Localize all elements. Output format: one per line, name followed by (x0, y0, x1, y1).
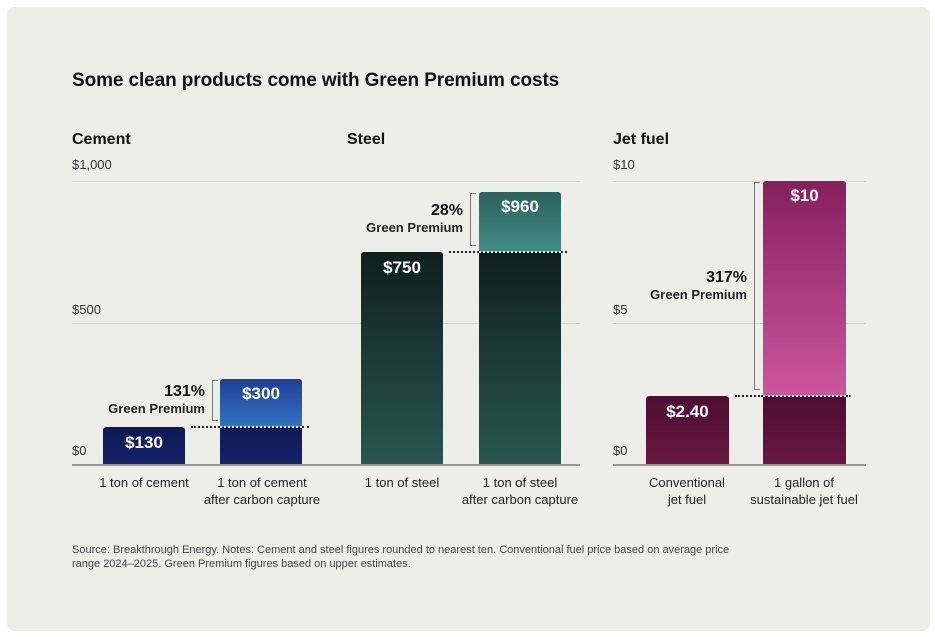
reference-line (763, 395, 846, 398)
category-label: 1 ton of steel after carbon capture (445, 474, 595, 508)
premium-bracket (212, 380, 218, 422)
panel-title-jet-fuel: Jet fuel (613, 131, 670, 148)
bar-clean-product: $960 (479, 192, 561, 464)
bar-baseline-product: $750 (361, 251, 443, 464)
bar-baseline-product: $130 (103, 427, 185, 464)
bar-base-segment (763, 396, 846, 464)
premium-bracket (470, 193, 476, 246)
category-label-line: jet fuel (667, 492, 707, 507)
gridline (613, 323, 866, 324)
category-label: 1 ton of cement after carbon capture (187, 474, 337, 508)
y-tick-label: $10 (613, 157, 635, 172)
bar-base-segment (220, 427, 302, 464)
category-label-line: 1 gallon of (774, 475, 834, 490)
reference-line (302, 426, 309, 429)
y-tick-label: $0 (72, 443, 87, 458)
gridline (72, 181, 580, 182)
source-note: Source: Breakthrough Energy. Notes: Ceme… (72, 544, 730, 570)
category-label: 1 gallon of sustainable jet fuel (729, 474, 879, 508)
category-label-line: 1 ton of cement (217, 475, 307, 490)
reference-line (846, 395, 851, 398)
panel-title-steel: Steel (347, 131, 386, 148)
category-label: Conventional jet fuel (612, 474, 762, 508)
y-tick-label: $1,000 (72, 157, 112, 172)
y-tick-label: $0 (613, 443, 628, 458)
category-label: 1 ton of steel (364, 475, 440, 490)
premium-bracket (754, 182, 760, 391)
green-premium-percent: 131% (164, 383, 205, 401)
green-premium-text: Green Premium (366, 220, 463, 236)
bar-premium-segment (763, 181, 846, 397)
green-premium-text: Green Premium (108, 401, 205, 417)
green-premium-label: 317% Green Premium (607, 269, 747, 302)
reference-line (449, 250, 479, 253)
bar-base-segment (479, 251, 561, 464)
category-label: 1 ton of cement (99, 475, 189, 490)
bar-value-label: $960 (501, 197, 539, 217)
green-premium-label: 28% Green Premium (323, 202, 463, 235)
reference-line (479, 250, 561, 253)
bar-value-label: $2.40 (666, 402, 709, 422)
gridline (72, 323, 580, 324)
bar-clean-product: $10 (763, 181, 846, 464)
green-premium-text: Green Premium (650, 286, 747, 302)
x-axis-baseline (72, 464, 580, 466)
bar-baseline-product: $2.40 (646, 396, 729, 464)
x-axis-baseline (613, 464, 866, 466)
bar-clean-product: $300 (220, 379, 302, 464)
category-label-line: Conventional (649, 475, 725, 490)
bar-value-label: $750 (383, 257, 421, 277)
gridline (613, 181, 866, 182)
bar-premium-segment (479, 192, 561, 252)
bar-value-label: $10 (790, 186, 819, 205)
category-label-line: 1 ton of steel (482, 475, 558, 490)
reference-line (191, 426, 220, 429)
bar-value-label: $300 (242, 384, 280, 404)
y-tick-label: $500 (72, 302, 101, 317)
reference-line (561, 250, 567, 253)
chart-title: Some clean products come with Green Prem… (72, 70, 560, 91)
green-premium-percent: 317% (706, 268, 747, 286)
category-label-line: after carbon capture (203, 492, 321, 507)
reference-line (220, 426, 302, 429)
category-label-line: after carbon capture (461, 492, 579, 507)
green-premium-label: 131% Green Premium (65, 383, 205, 416)
bar-premium-segment (220, 379, 302, 428)
bar-value-label: $130 (125, 433, 163, 453)
category-label-line: sustainable jet fuel (750, 492, 858, 507)
y-tick-label: $5 (613, 302, 628, 317)
green-premium-percent: 28% (430, 202, 463, 220)
panel-title-cement: Cement (72, 131, 131, 148)
reference-line (735, 395, 763, 398)
